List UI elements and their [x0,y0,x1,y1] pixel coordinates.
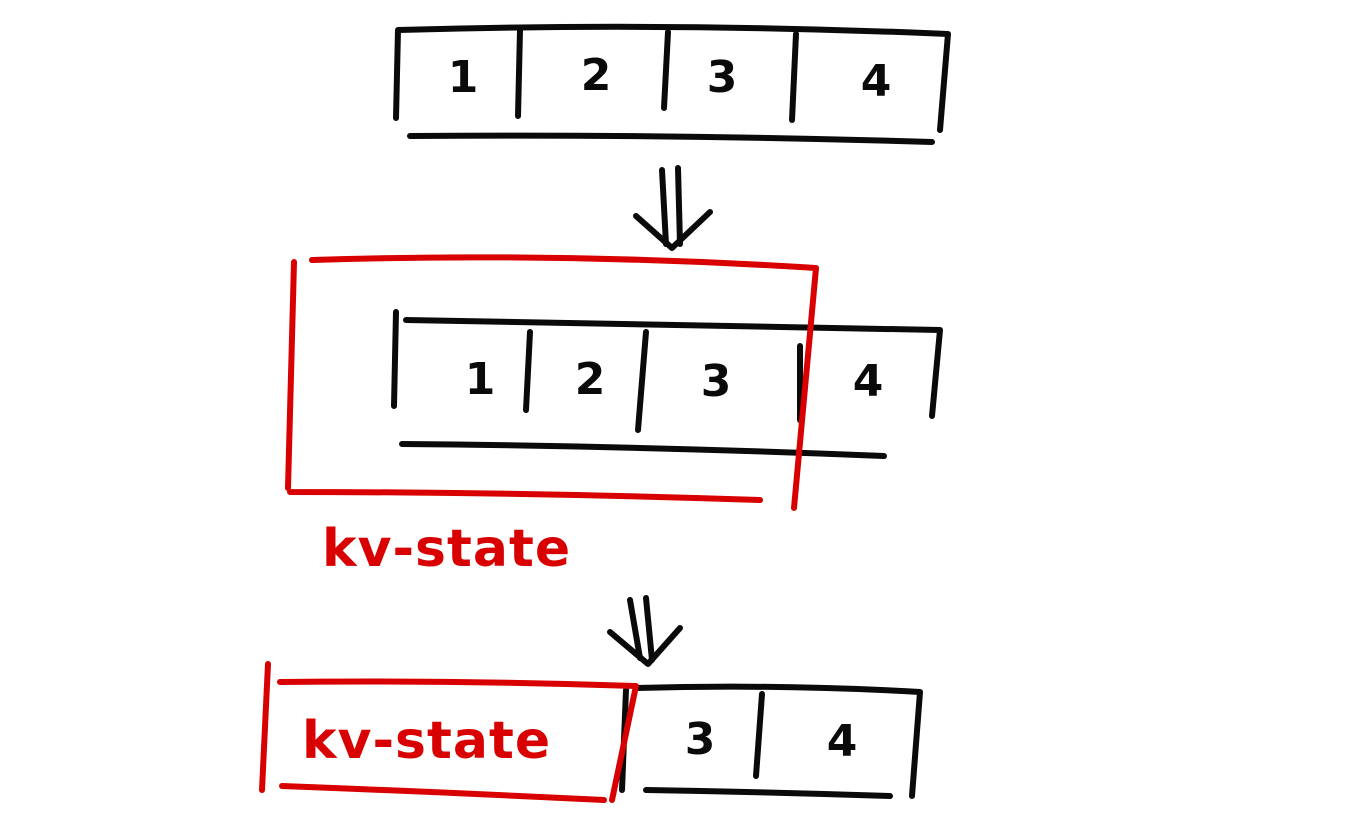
stage1-divider-3 [789,31,799,123]
stage2-divider-1 [523,329,533,413]
stage3-box-outline [619,683,923,799]
stage3-kv-state-box [259,661,639,803]
stage2-cell: 4 [853,356,884,407]
stage3-divider-1 [753,691,765,779]
double-down-arrow-icon [607,595,683,667]
stage1-box-outline [393,23,951,145]
stage3-kv-state-label: kv-state [302,711,551,771]
stage1-cell: 2 [581,50,612,101]
stage1-cell: 4 [861,56,892,107]
stage2-kv-state-label: kv-state [322,519,571,579]
stage3-cell: 4 [827,716,858,767]
stage2-cell: 1 [465,354,496,405]
stage2-kv-highlight-box [285,254,819,511]
stage1-cell: 3 [707,52,738,103]
stage1-cell: 1 [448,52,479,103]
double-down-arrow-icon [633,165,713,251]
stage1-divider-1 [515,27,523,119]
stage2-divider-2 [635,329,649,433]
stage2-cell: 3 [701,356,732,407]
stage1-divider-2 [661,29,671,111]
stage1-sequence: 1 2 3 4 [393,23,951,145]
stage2-cell: 2 [575,354,606,405]
stage3-cell: 3 [685,714,716,765]
stage2-sequence: 1 2 3 4 [391,309,943,459]
stage3-sequence: 3 4 [619,683,923,799]
stage2-box-outline [391,309,943,459]
